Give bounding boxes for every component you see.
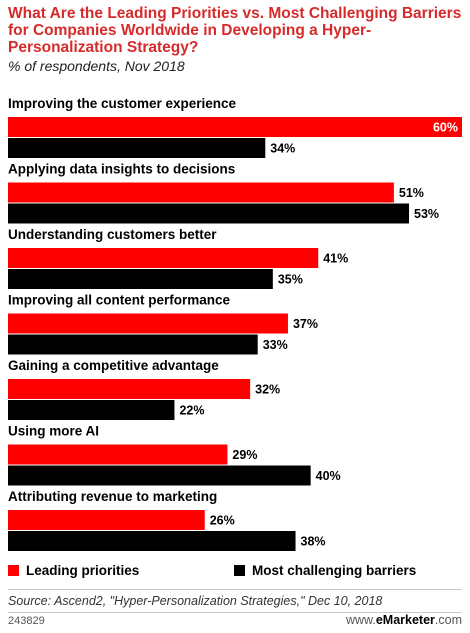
source-divider [8, 589, 462, 590]
footer-divider [8, 612, 462, 613]
bar-barriers [8, 400, 175, 420]
bar-leading [8, 248, 319, 268]
chart-subtitle: % of respondents, Nov 2018 [8, 58, 185, 74]
data-label-barriers: 38% [301, 535, 326, 549]
bar-leading [8, 379, 251, 399]
data-label-barriers: 35% [278, 273, 303, 287]
data-label-leading: 29% [232, 448, 257, 462]
legend-label-barriers: Most challenging barriers [252, 563, 417, 578]
data-label-leading: 32% [255, 383, 280, 397]
category-label: Understanding customers better [8, 227, 217, 242]
data-label-leading: 41% [323, 252, 348, 266]
bar-barriers [8, 138, 266, 158]
data-label-barriers: 40% [316, 469, 341, 483]
category-label: Using more AI [8, 424, 99, 439]
bar-leading [8, 313, 288, 334]
chart-title: What Are the Leading Priorities vs. Most… [8, 5, 462, 56]
bar-leading [8, 117, 462, 137]
chart-id: 243829 [8, 615, 45, 627]
category-label: Gaining a competitive advantage [8, 358, 219, 373]
bar-barriers [8, 203, 410, 224]
data-label-barriers: 33% [263, 338, 288, 352]
bar-chart: Improving the customer experience 60% 34% A… [8, 96, 462, 551]
category-label: Attributing revenue to marketing [8, 489, 217, 504]
bar-barriers [8, 334, 258, 355]
bar-leading [8, 510, 205, 530]
data-label-barriers: 34% [270, 142, 295, 156]
legend-swatch-barriers [234, 565, 245, 576]
legend-item-barriers: Most challenging barriers [234, 563, 416, 578]
bar-leading [8, 444, 228, 465]
legend-item-leading: Leading priorities [8, 563, 139, 578]
brand-logo: www.eMarketer.com [345, 613, 462, 627]
category-label: Applying data insights to decisions [8, 162, 235, 177]
legend-label-leading: Leading priorities [26, 563, 140, 578]
bar-barriers [8, 269, 273, 289]
data-label-leading: 60% [433, 121, 458, 135]
data-label-leading: 26% [210, 514, 235, 528]
data-label-barriers: 53% [414, 207, 439, 221]
bar-barriers [8, 465, 311, 486]
bar-leading [8, 182, 394, 203]
bar-barriers [8, 531, 296, 551]
category-label: Improving the customer experience [8, 96, 237, 111]
source-note: Source: Ascend2, "Hyper-Personalization … [8, 594, 383, 608]
data-label-barriers: 22% [179, 404, 204, 418]
legend-swatch-leading [8, 565, 19, 576]
data-label-leading: 37% [293, 317, 318, 331]
category-label: Improving all content performance [8, 293, 231, 308]
data-label-leading: 51% [399, 186, 424, 200]
